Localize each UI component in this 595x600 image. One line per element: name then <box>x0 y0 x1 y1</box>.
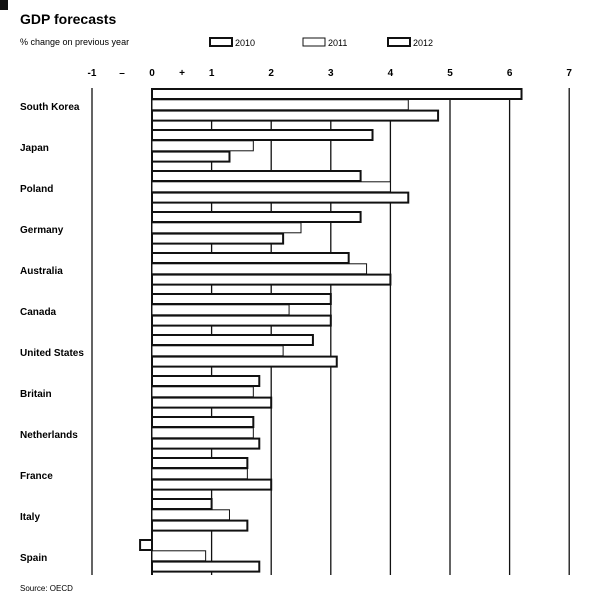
legend-swatch-2012 <box>387 37 411 47</box>
category-label: Canada <box>20 307 57 318</box>
bar-2012-italy <box>151 519 249 532</box>
x-tick-label: 3 <box>328 68 334 79</box>
bar-2010-south-korea <box>151 88 523 100</box>
bar-2012-south-korea <box>151 109 440 122</box>
bar-2010-germany <box>151 211 362 223</box>
x-tick-label: 5 <box>447 68 453 79</box>
category-label: Italy <box>20 512 40 523</box>
x-tick-label: – <box>119 68 125 79</box>
bar-2011-italy <box>151 509 230 521</box>
legend-label-2011: 2011 <box>328 38 347 48</box>
bar-2011-germany <box>151 222 302 234</box>
bar-2010-poland <box>151 170 362 182</box>
category-labels: South Korea Japan Poland Germany Australia Ca… <box>20 102 84 564</box>
category-label: United States <box>20 348 84 359</box>
x-tick-label: 7 <box>566 68 572 79</box>
category-label: Netherlands <box>20 430 78 441</box>
bar-2012-france <box>151 478 273 491</box>
bar-2010-spain <box>139 539 154 551</box>
bar-2011-south-korea <box>151 99 409 111</box>
bar-2010-japan <box>151 129 374 141</box>
category-label: Germany <box>20 225 64 236</box>
grid-lines <box>91 88 570 575</box>
x-tick-label: -1 <box>88 68 97 79</box>
x-tick-label: 0 <box>149 68 155 79</box>
category-label: South Korea <box>20 102 80 113</box>
bar-2011-poland <box>151 181 391 193</box>
chart-title: GDP forecasts <box>20 11 116 27</box>
bar-2010-australia <box>151 252 350 264</box>
x-tick-label: 6 <box>507 68 513 79</box>
bar-2012-australia <box>151 273 392 286</box>
bar-2011-united-states <box>151 345 284 357</box>
bar-2010-netherlands <box>151 416 255 428</box>
x-tick-label: 4 <box>388 68 394 79</box>
bar-2010-united-states <box>151 334 314 346</box>
bar-2012-britain <box>151 396 273 409</box>
chart-subtitle: % change on previous year <box>20 37 129 47</box>
bar-2012-japan <box>151 150 231 163</box>
bar-2012-netherlands <box>151 437 261 450</box>
x-axis-ticks: -1 – 0 +1 2 3 4 5 6 7 <box>88 68 573 79</box>
bar-2012-canada <box>151 314 332 327</box>
bar-2011-australia <box>151 263 368 275</box>
bars <box>139 88 523 573</box>
x-tick-label: 2 <box>268 68 274 79</box>
corner-mark <box>0 0 8 10</box>
bar-2011-netherlands <box>151 427 254 439</box>
bar-2012-germany <box>151 232 285 245</box>
category-label: Japan <box>20 143 49 154</box>
bar-2011-canada <box>151 304 290 316</box>
legend-label-2012: 2012 <box>413 38 433 48</box>
x-tick-label: + <box>179 68 185 79</box>
bar-2012-poland <box>151 191 410 204</box>
bar-2010-canada <box>151 293 332 305</box>
bar-2011-britain <box>151 386 254 398</box>
bar-2012-spain <box>151 560 261 573</box>
bar-2010-france <box>151 457 249 469</box>
legend-swatch-2010 <box>209 37 233 47</box>
bar-2012-united-states <box>151 355 338 368</box>
category-label: Spain <box>20 553 47 564</box>
category-label: Britain <box>20 389 52 400</box>
source-note: Source: OECD <box>20 584 73 593</box>
bar-2011-spain <box>151 550 207 562</box>
bar-2011-japan <box>151 140 254 152</box>
bar-2010-italy <box>151 498 213 510</box>
legend: 2010 2011 2012 <box>209 37 433 48</box>
legend-swatch-2011 <box>302 37 326 47</box>
category-label: France <box>20 471 53 482</box>
legend-label-2010: 2010 <box>235 38 255 48</box>
x-tick-label: 1 <box>209 68 215 79</box>
bar-2010-britain <box>151 375 261 387</box>
category-label: Poland <box>20 184 53 195</box>
category-label: Australia <box>20 266 63 277</box>
bar-2011-france <box>151 468 248 480</box>
